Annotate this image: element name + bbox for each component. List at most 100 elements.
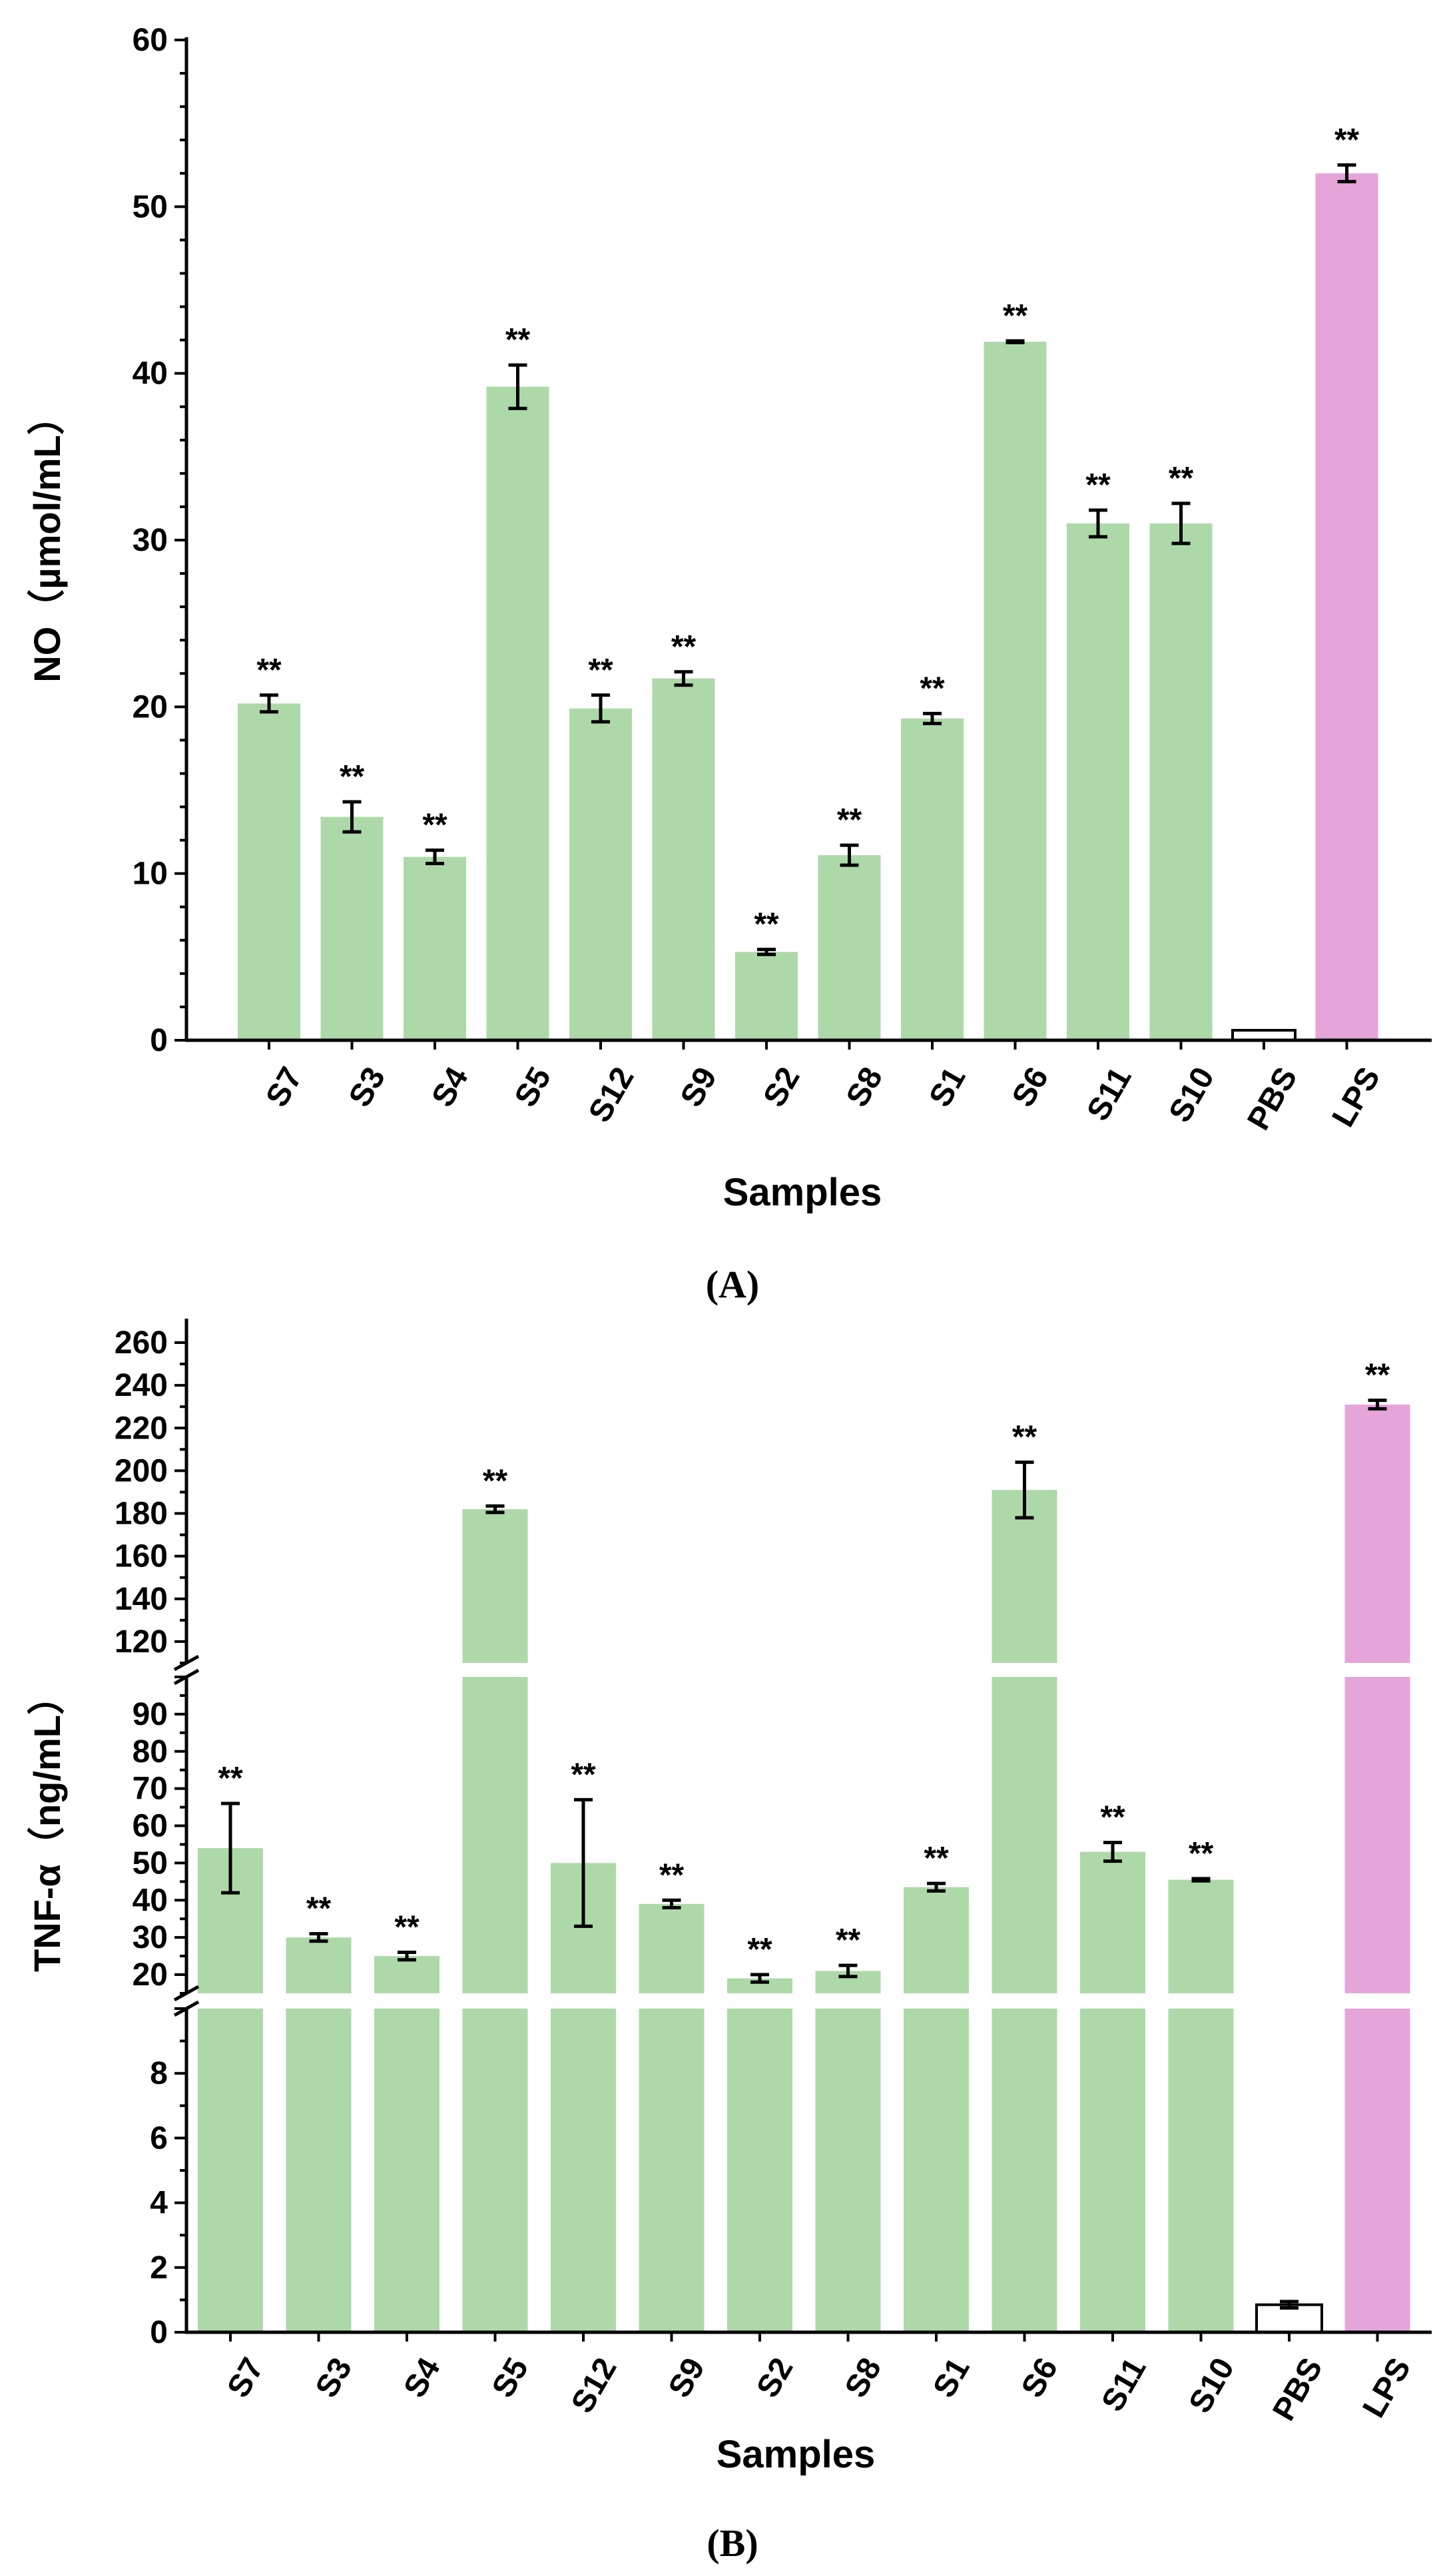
bar-s4-segment <box>374 2009 439 2332</box>
y-tick-label: 50 <box>133 1845 168 1881</box>
y-tick-label: 20 <box>133 1957 168 1993</box>
y-tick-label: 50 <box>133 189 168 224</box>
bar-s3-segment <box>286 1937 352 1993</box>
significance-marker: ** <box>1003 298 1028 334</box>
y-tick-label: 60 <box>133 23 168 58</box>
bar-s5-segment <box>462 2009 528 2332</box>
significance-marker: ** <box>754 907 779 942</box>
bar-lps-segment <box>1344 1677 1410 1993</box>
x-tick-label: S12 <box>565 2352 624 2419</box>
y-tick-label: 200 <box>115 1453 168 1488</box>
x-tick-label: S2 <box>750 2352 800 2404</box>
x-tick-label: S11 <box>1080 1062 1138 1127</box>
bar-s3-segment <box>286 2009 352 2332</box>
x-tick-label: S10 <box>1183 2352 1242 2419</box>
significance-marker: ** <box>659 1857 685 1893</box>
bar-s11-segment <box>1080 2009 1145 2332</box>
x-tick-label: S7 <box>220 2352 270 2404</box>
bar-s8 <box>818 855 881 1040</box>
axis-break-band-lower <box>160 1993 1445 2009</box>
x-tick-label: LPS <box>1326 1062 1388 1133</box>
bar-s1-segment <box>904 2009 969 2332</box>
y-tick-label: 160 <box>115 1539 168 1574</box>
bar-s7-segment <box>198 2009 263 2332</box>
bar-s4-segment <box>374 1956 439 1993</box>
significance-marker: ** <box>571 1757 596 1792</box>
x-tick-label: S5 <box>485 2352 535 2404</box>
y-tick-label: 120 <box>115 1624 168 1660</box>
x-tick-label: S2 <box>756 1062 806 1113</box>
bar-s2-segment <box>727 2009 792 2332</box>
bar-lps-segment <box>1344 1405 1410 1663</box>
significance-marker: ** <box>671 629 697 665</box>
bar-s4 <box>404 856 466 1040</box>
x-tick-label: S1 <box>922 1062 972 1113</box>
y-tick-label: 30 <box>133 1920 168 1955</box>
significance-marker: ** <box>306 1891 332 1927</box>
bar-s3 <box>320 816 384 1040</box>
bar-s2-segment <box>727 1978 792 1993</box>
bar-s11-segment <box>1080 1851 1145 1993</box>
y-tick-label: 70 <box>133 1771 168 1807</box>
x-tick-label: S4 <box>397 2352 447 2404</box>
y-tick-label: 8 <box>150 2056 168 2091</box>
x-tick-label: S6 <box>1015 2352 1065 2404</box>
bar-s6-segment <box>992 2009 1057 2332</box>
significance-marker: ** <box>218 1761 243 1796</box>
significance-marker: ** <box>340 759 365 795</box>
significance-marker: ** <box>483 1463 508 1498</box>
significance-marker: ** <box>588 653 613 688</box>
y-tick-label: 240 <box>115 1368 168 1403</box>
y-tick-label: 140 <box>115 1582 168 1617</box>
y-tick-label: 0 <box>150 1023 168 1058</box>
significance-marker: ** <box>836 1923 861 1958</box>
significance-marker: ** <box>1365 1358 1390 1393</box>
y-axis-label: TNF-α（ng/mL） <box>26 1678 68 1972</box>
y-tick-label: 220 <box>115 1411 168 1446</box>
y-tick-label: 60 <box>133 1809 168 1844</box>
bar-s5 <box>486 386 549 1040</box>
bar-lps-segment <box>1344 2009 1410 2332</box>
bar-s10-segment <box>1168 2009 1234 2332</box>
y-axis-label: NO（µmol/mL） <box>26 398 68 682</box>
bar-lps <box>1315 173 1378 1041</box>
y-tick-label: 6 <box>150 2120 168 2156</box>
bar-s8-segment <box>815 2009 881 2332</box>
x-tick-label: PBS <box>1241 1062 1304 1136</box>
bar-s11 <box>1067 523 1129 1040</box>
y-tick-label: 80 <box>133 1734 168 1770</box>
x-tick-label: S3 <box>309 2352 359 2404</box>
y-tick-label: 90 <box>133 1697 168 1732</box>
significance-marker: ** <box>837 803 862 838</box>
x-tick-label: S9 <box>662 2352 712 2404</box>
x-tick-label: S7 <box>259 1062 309 1113</box>
y-tick-label: 40 <box>133 356 168 392</box>
x-tick-label: S1 <box>926 2352 976 2404</box>
bar-s12-segment <box>551 2009 616 2332</box>
x-tick-label: S9 <box>674 1062 724 1113</box>
panel-label-a: (A) <box>706 1263 760 1306</box>
significance-marker: ** <box>1012 1420 1037 1455</box>
x-tick-label: S6 <box>1006 1062 1055 1113</box>
significance-marker: ** <box>394 1910 420 1945</box>
significance-marker: ** <box>924 1841 949 1876</box>
panel-label-b: (B) <box>707 2521 758 2565</box>
significance-marker: ** <box>1334 123 1360 158</box>
significance-marker: ** <box>1189 1836 1214 1871</box>
significance-marker: ** <box>1085 468 1111 503</box>
significance-marker: ** <box>1169 461 1194 496</box>
axis-break-band-upper <box>160 1663 1445 1677</box>
y-tick-label: 260 <box>115 1325 168 1361</box>
bar-s2 <box>735 952 798 1040</box>
bar-s1 <box>901 718 964 1040</box>
x-axis-label: Samples <box>717 2433 876 2476</box>
bar-s10 <box>1149 523 1213 1040</box>
significance-marker: ** <box>256 653 282 688</box>
bar-s5-segment <box>462 1677 528 1993</box>
x-tick-label: S8 <box>840 1062 890 1113</box>
x-tick-label: S10 <box>1163 1062 1222 1128</box>
bar-s10-segment <box>1168 1879 1234 1993</box>
bar-s6 <box>984 342 1047 1041</box>
x-tick-label: S12 <box>582 1062 641 1128</box>
